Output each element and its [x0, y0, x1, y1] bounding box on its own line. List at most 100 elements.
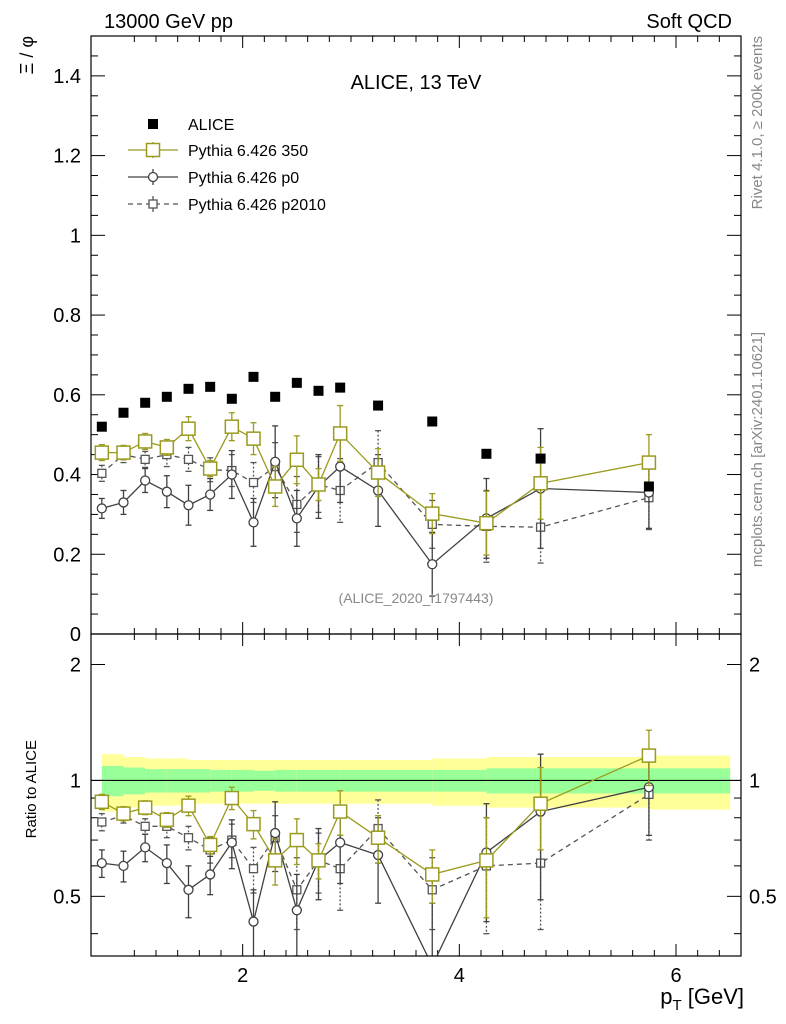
ratio-pythia-6-426-p0-point: [183, 884, 194, 895]
main-pythia-6-426-350-point: [202, 461, 218, 476]
ratio-pythia-6-426-p0-point: [248, 916, 259, 927]
ratio-panel: 2 4 6 0.5 0.5 1 1 2 2 Ratio to ALICE pT [GeV]: [23, 633, 777, 1014]
y-tick-label: 0.4: [53, 465, 81, 487]
ratio-pythia-6-426-p0-line: [101, 786, 650, 956]
main-alice-point: [270, 391, 281, 402]
ratio-y-tick-label: 1: [70, 770, 81, 792]
legend-label: Pythia 6.426 p0: [188, 170, 299, 187]
main-pythia-6-426-p0-point: [183, 500, 194, 511]
main-alice-point: [96, 421, 107, 432]
main-pythia-6-426-p0-point: [118, 497, 129, 508]
main-pythia-6-426-350-point: [332, 426, 348, 441]
ratio-pythia-6-426-350-point: [94, 794, 110, 810]
ratio-data-marks: [94, 729, 657, 970]
ratio-pythia-6-426-350-point: [332, 804, 348, 819]
main-pythia-6-426-p0-point: [427, 559, 438, 570]
main-pythia-6-426-350-point: [641, 455, 657, 470]
ratio-band-green: [101, 766, 124, 797]
ratio-pythia-6-426-p0-point: [291, 905, 302, 916]
ratio-pythia-6-426-350-point: [267, 853, 283, 868]
ratio-pythia-6-426-p2010-point: [97, 817, 107, 827]
ratio-reference-band: [91, 754, 741, 812]
main-pythia-6-426-350-point: [479, 515, 494, 531]
ratio-y-axis-label: Ratio to ALICE: [23, 740, 40, 838]
ratio-pythia-6-426-350-point: [202, 837, 218, 853]
legend-marker: [147, 171, 159, 183]
legend-marker: [148, 199, 158, 209]
main-alice-point: [248, 371, 259, 382]
ratio-y-tick-label-right: 0.5: [749, 886, 777, 908]
ratio-pythia-6-426-p0-point: [118, 860, 129, 872]
x-tick-label: 4: [454, 965, 465, 987]
main-alice-point: [535, 453, 546, 464]
x-tick-label: 6: [670, 965, 681, 987]
main-pythia-6-426-p0-point: [161, 486, 172, 497]
main-alice-point: [140, 397, 151, 408]
ratio-pythia-6-426-p0-point: [161, 857, 172, 869]
ratio-pythia-6-426-p2010-line: [101, 793, 650, 892]
ratio-pythia-6-426-350-point: [116, 806, 131, 821]
main-pythia-6-426-p0-point: [291, 513, 302, 524]
y-tick-label: 1.2: [53, 146, 81, 168]
ratio-pythia-6-426-p0-point: [270, 827, 281, 839]
main-pythia-6-426-350-point: [246, 431, 261, 446]
main-alice-point: [427, 416, 438, 427]
ratio-pythia-6-426-p0-point: [226, 837, 237, 848]
ratio-pythia-6-426-350-point: [425, 867, 440, 882]
rivet-version-label: Rivet 4.1.0, ≥ 200k events: [749, 36, 766, 209]
ratio-pythia-6-426-350-point: [479, 853, 494, 868]
main-pythia-6-426-350-point: [370, 465, 386, 480]
legend: ALICE Pythia 6.426 350 Pythia 6.426 p0 Pyth…: [128, 117, 326, 214]
main-pythia-6-426-350-point: [425, 506, 440, 521]
ratio-pythia-6-426-p0-point: [205, 869, 216, 880]
x-tick-label: 2: [237, 965, 248, 987]
ratio-pythia-6-426-p2010-point: [140, 821, 150, 831]
main-pythia-6-426-350-point: [137, 434, 153, 449]
main-pythia-6-426-p0-point: [270, 456, 281, 467]
ratio-pythia-6-426-350-point: [641, 748, 657, 763]
main-pythia-6-426-350-point: [94, 445, 110, 460]
main-pythia-6-426-p0-point: [96, 503, 107, 514]
ratio-pythia-6-426-350-point: [224, 790, 240, 806]
main-alice-point: [373, 400, 384, 411]
ratio-pythia-6-426-350-point: [181, 798, 196, 813]
main-title: ALICE, 13 TeV: [351, 72, 482, 94]
main-pythia-6-426-350-point: [267, 479, 283, 494]
ratio-pythia-6-426-350-point: [246, 816, 261, 832]
header-left-label: 13000 GeV pp: [104, 11, 233, 33]
main-alice-point: [226, 393, 237, 404]
ratio-axis-ticks: 2 4 6 0.5 0.5 1 1 2 2: [53, 634, 777, 987]
y-tick-label: 0.8: [53, 305, 81, 327]
ratio-pythia-6-426-350-point: [159, 812, 175, 828]
ratio-pythia-6-426-p0-point: [140, 842, 151, 853]
ratio-y-tick-label: 0.5: [53, 886, 81, 908]
main-alice-point: [161, 391, 172, 402]
main-pythia-6-426-p0-point: [335, 461, 346, 472]
ratio-pythia-6-426-p0-point: [335, 837, 346, 848]
main-data-marks: [94, 371, 657, 597]
main-pythia-6-426-p2010-point: [183, 454, 194, 465]
main-pythia-6-426-350-point: [289, 452, 305, 468]
legend-marker: [145, 142, 161, 158]
main-alice-point: [481, 448, 492, 459]
main-pythia-6-426-350-point: [311, 477, 326, 492]
main-panel: 0 0.2 0.4 0.6 0.8 1 1.2 1.4 ALICE, 13 TeV (ALIC…: [17, 35, 742, 646]
ratio-y-tick-label-right: 2: [749, 654, 760, 676]
main-pythia-6-426-p0-point: [226, 469, 237, 480]
y-tick-label: 0.2: [53, 544, 81, 566]
ratio-y-tick-label: 2: [70, 654, 81, 676]
main-pythia-6-426-350-point: [181, 421, 196, 436]
main-alice-point: [313, 385, 324, 396]
analysis-id-label: (ALICE_2020_I1797443): [339, 590, 494, 606]
main-alice-point: [335, 382, 346, 393]
main-pythia-6-426-350-point: [533, 476, 548, 491]
y-tick-label: 0.6: [53, 385, 81, 407]
ratio-pythia-6-426-350-point: [137, 800, 153, 815]
ratio-y-tick-label-right: 1: [749, 770, 760, 792]
main-pythia-6-426-p0-point: [248, 517, 259, 528]
ratio-pythia-6-426-p0-point: [96, 857, 107, 869]
main-alice-point: [183, 383, 194, 394]
ratio-pythia-6-426-p0-point: [428, 961, 437, 970]
main-pythia-6-426-p0-point: [140, 475, 151, 486]
